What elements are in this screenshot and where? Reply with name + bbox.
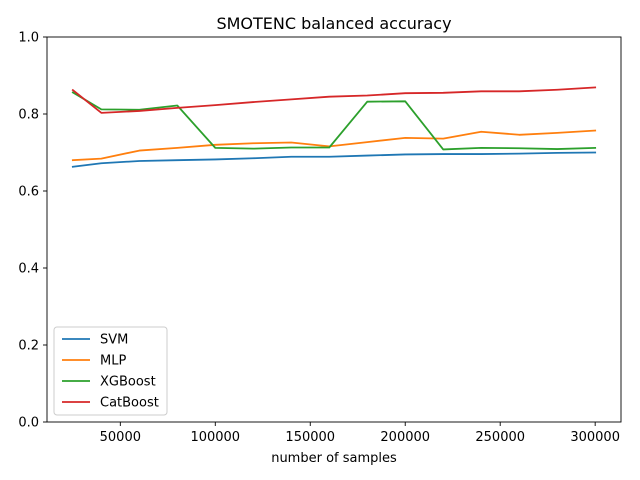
legend-label-xgboost: XGBoost: [100, 375, 156, 390]
legend-label-mlp: MLP: [100, 354, 126, 369]
legend-label-svm: SVM: [100, 333, 128, 348]
legend-box: [53, 326, 168, 416]
x-tick-label: 150000: [285, 430, 335, 445]
y-tick-label: 0.6: [18, 185, 39, 200]
series-layer: [71, 86, 597, 168]
y-tick-label: 1.0: [18, 31, 39, 46]
y-tick-label: 0.8: [18, 108, 39, 123]
series-line-xgboost: [71, 91, 597, 151]
axes-frame: [46, 36, 622, 423]
y-tick-label: 0.2: [18, 339, 39, 354]
chart-title: SMOTENC balanced accuracy: [216, 14, 451, 33]
x-tick-label: 250000: [475, 430, 525, 445]
legend: SVM MLP XGBoost CatBoost: [53, 326, 168, 416]
y-tick-label: 0.0: [18, 416, 39, 431]
axes-layer: 50000 100000 150000 200000 250000 300000 0.0 0.…: [18, 31, 622, 445]
series-line-svm: [71, 151, 597, 168]
x-tick-label: 100000: [190, 430, 240, 445]
x-tick-label: 200000: [380, 430, 430, 445]
y-tick-label: 0.4: [18, 262, 39, 277]
x-tick-label: 50000: [100, 430, 141, 445]
series-line-catboost: [71, 86, 597, 114]
x-axis-title: number of samples: [271, 451, 397, 466]
legend-label-catboost: CatBoost: [100, 396, 159, 411]
x-tick-label: 300000: [570, 430, 620, 445]
